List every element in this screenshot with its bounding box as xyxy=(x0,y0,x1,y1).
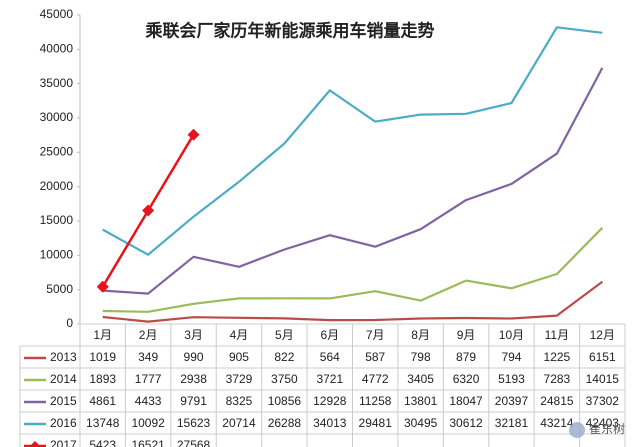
table-value: 1893 xyxy=(89,372,116,386)
table-value: 42403 xyxy=(586,416,620,430)
legend-label: 2014 xyxy=(50,372,77,386)
x-tick-label: 7月 xyxy=(366,328,385,342)
table-value: 34013 xyxy=(313,416,347,430)
table-value: 4772 xyxy=(362,372,389,386)
table-value: 16521 xyxy=(131,438,165,447)
watermark: 崔东树 xyxy=(569,421,625,438)
table-value: 3721 xyxy=(316,372,343,386)
table-value: 6320 xyxy=(453,372,480,386)
table-value: 905 xyxy=(229,350,249,364)
table-value: 1225 xyxy=(544,350,571,364)
x-tick-label: 12月 xyxy=(590,328,615,342)
x-tick-label: 1月 xyxy=(93,328,112,342)
table-value: 15623 xyxy=(177,416,211,430)
table-value: 13748 xyxy=(86,416,120,430)
y-tick-label: 30000 xyxy=(40,110,74,124)
x-tick-label: 10月 xyxy=(499,328,524,342)
y-tick-label: 0 xyxy=(66,316,73,330)
series-line xyxy=(102,26,603,256)
y-tick-label: 5000 xyxy=(46,282,73,296)
x-tick-label: 3月 xyxy=(184,328,203,342)
table-value: 10856 xyxy=(268,394,302,408)
table-value: 879 xyxy=(456,350,476,364)
table-value: 32181 xyxy=(495,416,529,430)
y-tick-label: 35000 xyxy=(40,76,74,90)
point-marker xyxy=(96,280,109,293)
series-line xyxy=(102,67,604,295)
legend-label: 2017 xyxy=(50,438,77,447)
legend-label: 2016 xyxy=(50,416,77,430)
table-value: 5193 xyxy=(498,372,525,386)
table-value: 2938 xyxy=(180,372,207,386)
table-value: 13801 xyxy=(404,394,438,408)
watermark-text: 崔东树 xyxy=(589,421,625,436)
point-marker xyxy=(142,204,155,217)
x-tick-label: 2月 xyxy=(139,328,158,342)
legend-label: 2013 xyxy=(50,350,77,364)
y-tick-label: 40000 xyxy=(40,42,74,56)
table-value: 564 xyxy=(320,350,340,364)
table-value: 29481 xyxy=(359,416,393,430)
table-value: 5423 xyxy=(89,438,116,447)
table-value: 26288 xyxy=(268,416,302,430)
table-value: 794 xyxy=(501,350,521,364)
table-value: 990 xyxy=(184,350,204,364)
table-value: 4861 xyxy=(89,394,116,408)
table-value: 43214 xyxy=(540,416,574,430)
table-value: 4433 xyxy=(135,394,162,408)
table-value: 37302 xyxy=(586,394,620,408)
table-value: 18047 xyxy=(449,394,483,408)
table-value: 8325 xyxy=(226,394,253,408)
x-tick-label: 4月 xyxy=(230,328,249,342)
table-value: 3405 xyxy=(407,372,434,386)
table-value: 798 xyxy=(411,350,431,364)
table-value: 20397 xyxy=(495,394,529,408)
table-value: 6151 xyxy=(589,350,616,364)
series-line xyxy=(102,280,603,323)
legend-marker xyxy=(30,441,40,447)
table-value: 587 xyxy=(365,350,385,364)
table-value: 27568 xyxy=(177,438,211,447)
table-value: 14015 xyxy=(586,372,620,386)
table-value: 9791 xyxy=(180,394,207,408)
table-value: 30495 xyxy=(404,416,438,430)
x-tick-label: 8月 xyxy=(411,328,430,342)
x-tick-label: 6月 xyxy=(320,328,339,342)
table-value: 20714 xyxy=(222,416,256,430)
table-value: 1019 xyxy=(89,350,116,364)
chart-title: 乘联会厂家历年新能源乘用车销量走势 xyxy=(145,20,435,40)
table-value: 24815 xyxy=(540,394,574,408)
y-tick-label: 45000 xyxy=(40,7,74,21)
y-tick-label: 15000 xyxy=(40,213,74,227)
watermark-icon xyxy=(569,422,585,438)
table-value: 822 xyxy=(274,350,294,364)
table-value: 11258 xyxy=(359,394,392,408)
table-value: 349 xyxy=(138,350,158,364)
x-tick-label: 11月 xyxy=(545,328,569,342)
y-tick-label: 25000 xyxy=(40,145,74,159)
point-marker xyxy=(187,128,200,141)
series-line xyxy=(102,227,604,313)
legend-label: 2015 xyxy=(50,394,77,408)
x-tick-label: 5月 xyxy=(275,328,294,342)
y-tick-label: 10000 xyxy=(40,248,74,262)
x-tick-label: 9月 xyxy=(457,328,476,342)
table-value: 3750 xyxy=(271,372,298,386)
table-value: 7283 xyxy=(544,372,571,386)
y-tick-label: 20000 xyxy=(40,179,74,193)
table-value: 12928 xyxy=(313,394,347,408)
table-value: 3729 xyxy=(226,372,253,386)
table-value: 1777 xyxy=(135,372,162,386)
table-value: 10092 xyxy=(131,416,165,430)
table-value: 30612 xyxy=(449,416,483,430)
